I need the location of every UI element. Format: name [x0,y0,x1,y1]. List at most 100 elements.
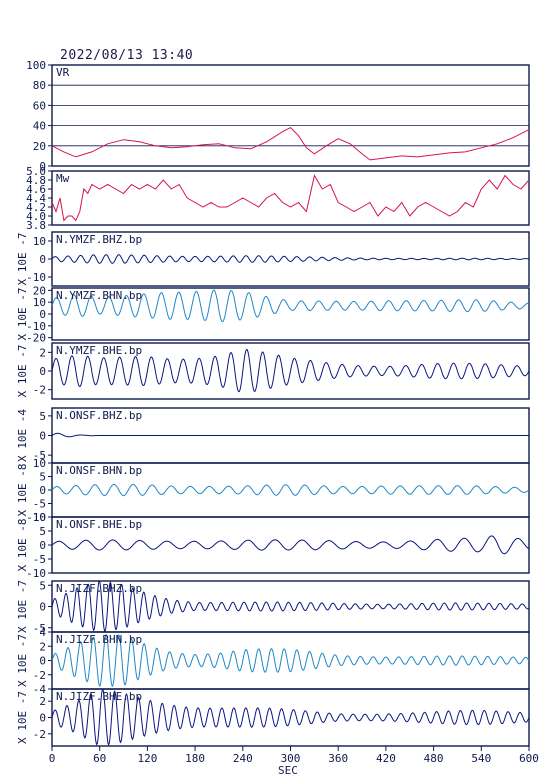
y-tick-label: -10 [26,320,46,333]
y-tick-label: 80 [33,79,46,92]
panel-label: N.JIZF.BHE.bp [56,690,142,703]
y-tick-label: -5 [33,498,46,511]
y-tick-label: 0 [39,539,46,552]
y-tick-label: 0 [39,365,46,378]
waveform-line [51,688,530,746]
y-tick-label: -10 [26,511,46,524]
y-tick-label: -5 [33,449,46,462]
panel-frame [51,170,530,226]
y-tick-label: 10 [33,235,46,248]
panel-label: VR [56,66,70,79]
y-unit-label: X 10E -7 [16,345,29,398]
x-tick-label: 240 [233,752,253,765]
y-tick-label: 10 [33,296,46,309]
y-tick-label: -10 [26,567,46,580]
y-tick-label: 5.0 [26,165,46,178]
panel-label: N.JIZF.BHN.bp [56,633,142,646]
x-tick-label: 60 [93,752,106,765]
panel-label: N.JIZF.BHZ.bp [56,582,142,595]
y-tick-label: 0 [39,160,46,173]
series-line [51,126,530,161]
y-tick-label: 2 [39,346,46,359]
y-unit-label: X 10E -4 [16,409,29,462]
y-tick-label: 0 [39,430,46,443]
panel-onsf-bhe [48,516,530,574]
panel-label: N.YMZF.BHZ.bp [56,233,142,246]
panel-ymzf-bhz [48,231,530,287]
y-tick-label: 2 [39,640,46,653]
waveform-line [51,289,530,323]
panel-label: N.ONSF.BHZ.bp [56,409,142,422]
y-tick-label: 5 [39,471,46,484]
y-tick-label: 4.6 [26,183,46,196]
y-unit-label: X 10E -7 [16,691,29,744]
y-tick-label: 10 [33,457,46,470]
panel-label: Mw [56,172,70,185]
x-tick-label: 300 [281,752,301,765]
y-tick-label: 5 [39,410,46,423]
x-tick-label: 540 [471,752,491,765]
y-tick-label: 10 [33,511,46,524]
panel-mw [48,170,530,226]
y-tick-label: -20 [26,332,46,345]
panel-ymzf-bhe [48,342,530,400]
y-tick-label: -5 [33,622,46,635]
waveform-line [51,580,530,633]
waveform-line [51,633,530,688]
x-tick-label: 600 [519,752,539,765]
panel-label: N.ONSF.BHE.bp [56,518,142,531]
x-tick-label: 180 [185,752,205,765]
chart-timestamp: 2022/08/13 13:40 [60,48,194,63]
y-tick-label: 0 [39,655,46,668]
x-tick-label: 480 [424,752,444,765]
y-tick-label: 100 [26,59,46,72]
y-tick-label: 4.2 [26,201,46,214]
x-tick-label: 120 [137,752,157,765]
y-unit-label: X 10E -7 [16,288,29,341]
y-tick-label: -2 [33,728,46,741]
y-tick-label: -5 [33,553,46,566]
y-tick-label: 4 [39,626,46,639]
panel-label: N.YMZF.BHN.bp [56,289,142,302]
y-tick-label: 0 [39,601,46,614]
y-tick-label: 5 [39,579,46,592]
y-tick-label: -10 [26,271,46,284]
panel-label: N.ONSF.BHN.bp [56,464,142,477]
y-tick-label: 5 [39,525,46,538]
panel-frame [51,64,530,167]
y-tick-label: 20 [33,140,46,153]
panel-vr [48,64,530,167]
y-tick-label: -2 [33,669,46,682]
y-unit-label: X 10E -8 [16,519,29,572]
y-tick-label: 4.0 [26,210,46,223]
x-tick-label: 420 [376,752,396,765]
y-tick-label: 0 [39,308,46,321]
panel-ymzf-bhn [48,287,530,341]
waveform-line [51,432,529,438]
waveform-line [51,348,530,393]
waveform-line [51,535,530,555]
y-tick-label: 0 [39,484,46,497]
waveform-line [51,254,530,264]
y-tick-label: -4 [33,683,47,696]
y-tick-label: 60 [33,99,46,112]
y-unit-label: X 10E -7 [16,634,29,687]
x-axis-label: SEC [278,764,298,777]
x-tick-label: 360 [328,752,348,765]
y-tick-label: 20 [33,284,46,297]
y-tick-label: 4.4 [26,192,46,205]
y-tick-label: 40 [33,120,46,133]
waveform-line [51,483,530,497]
y-tick-label: 3.8 [26,219,46,232]
x-tick-label: 0 [49,752,56,765]
y-tick-label: 2 [39,695,46,708]
y-tick-label: -2 [33,384,46,397]
panel-label: N.YMZF.BHE.bp [56,344,142,357]
y-unit-label: X 10E -7 [16,580,29,633]
y-tick-label: 4.8 [26,174,46,187]
y-tick-label: 0 [39,712,46,725]
series-line [51,174,530,222]
y-unit-label: X 10E -8 [16,464,29,517]
y-tick-label: 0 [39,253,46,266]
